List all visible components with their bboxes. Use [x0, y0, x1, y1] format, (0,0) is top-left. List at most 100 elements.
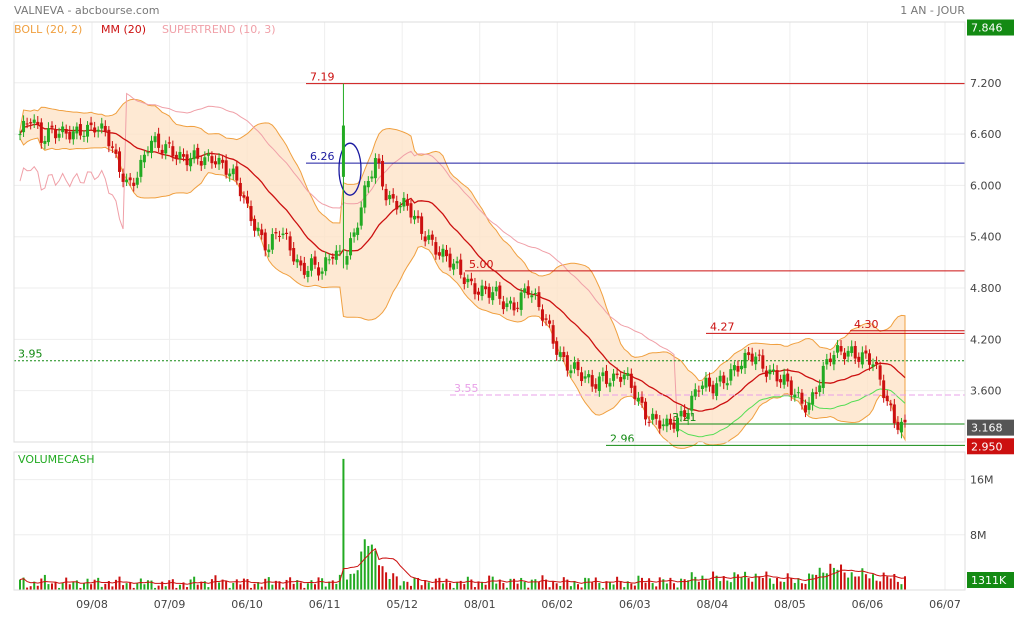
volume-bar — [445, 578, 448, 590]
volume-bar — [498, 579, 501, 590]
volume-bar — [406, 581, 409, 590]
candle-body — [345, 256, 349, 265]
volume-bar — [651, 583, 654, 590]
candle-body — [317, 267, 321, 276]
y-tick-label: 5.400 — [970, 231, 1002, 244]
volume-bar — [193, 576, 196, 590]
candle-body — [604, 370, 608, 384]
volume-bar — [864, 574, 867, 590]
period-label: 1 AN - JOUR — [900, 4, 965, 17]
candle-body — [39, 122, 43, 143]
candle-body — [50, 125, 54, 128]
volume-bar — [54, 581, 57, 590]
volume-bar — [345, 579, 348, 590]
candle-body — [167, 142, 171, 144]
candle-body — [445, 249, 449, 257]
volume-bar — [712, 571, 715, 590]
candle-body — [349, 238, 353, 256]
volume-bar — [896, 581, 899, 590]
candle-body — [533, 293, 537, 295]
volume-bar — [203, 581, 206, 590]
candle-body — [231, 168, 235, 175]
volume-bar — [97, 577, 100, 590]
candle-body — [413, 215, 417, 220]
candle-body — [540, 309, 544, 321]
candle-body — [899, 421, 903, 433]
volume-tag-label: 1311K — [971, 574, 1007, 587]
candle-body — [153, 136, 157, 143]
candle-body — [228, 173, 232, 177]
candle-body — [381, 160, 385, 187]
candle-body — [189, 158, 193, 167]
volume-bar — [296, 580, 299, 590]
candle-body — [668, 418, 672, 425]
volume-bar — [619, 581, 622, 590]
volume-bar — [722, 576, 725, 590]
x-tick-label: 06/03 — [619, 598, 651, 611]
candle-body — [64, 129, 68, 134]
candle-body — [281, 233, 285, 236]
candle-body — [203, 157, 207, 166]
volume-bar — [584, 577, 587, 590]
candle-body — [146, 152, 150, 154]
candle-body — [366, 181, 370, 188]
volume-bar — [182, 582, 185, 590]
volume-bar — [271, 584, 274, 590]
volume-bar — [505, 587, 508, 590]
candle-body — [174, 154, 178, 160]
candle-body — [771, 369, 775, 372]
candle-body — [700, 385, 704, 390]
volume-bar — [708, 580, 711, 590]
candle-body — [320, 271, 324, 274]
candle-body — [484, 286, 488, 290]
volume-bar — [882, 572, 885, 590]
volume-bar — [623, 587, 626, 590]
price-tag — [967, 438, 1014, 455]
volume-bar — [889, 578, 892, 590]
candle-body — [61, 126, 65, 133]
candle-body — [100, 123, 104, 129]
candle-body — [565, 355, 569, 371]
x-tick-label: 08/01 — [464, 598, 496, 611]
volume-bar — [800, 583, 803, 590]
volume-bar — [683, 579, 686, 590]
candle-body — [420, 216, 424, 234]
y-tick-label: 6.600 — [970, 128, 1002, 141]
candle-body — [594, 384, 598, 389]
candle-body — [562, 352, 566, 358]
volume-bar — [861, 568, 864, 590]
candle-body — [469, 278, 473, 282]
candle-body — [341, 125, 345, 177]
volume-bar — [704, 578, 707, 590]
volume-bar — [72, 581, 75, 590]
price-panel-frame — [13, 21, 966, 443]
volume-bar — [178, 584, 181, 590]
volume-bar — [47, 584, 50, 590]
candle-body — [277, 235, 281, 237]
volume-bar — [65, 577, 68, 590]
candle-body — [164, 144, 168, 154]
candle-body — [150, 140, 154, 153]
volume-bar — [438, 577, 441, 590]
x-tick-label: 09/08 — [76, 598, 108, 611]
candle-body — [359, 207, 363, 226]
candle-body — [729, 369, 733, 381]
candle-body — [29, 122, 33, 124]
candle-body — [398, 205, 402, 208]
volume-bar — [136, 583, 139, 590]
volume-bar — [328, 581, 331, 590]
legend-supertrend: SUPERTREND (10, 3) — [162, 23, 276, 36]
candle-body — [306, 270, 310, 277]
candle-body — [551, 325, 555, 344]
volume-bar — [786, 573, 789, 590]
candle-body — [576, 361, 580, 371]
volume-average-line — [19, 548, 906, 585]
candle-body — [736, 365, 740, 372]
volume-bar — [289, 577, 292, 590]
volume-bar — [196, 584, 199, 590]
volume-tag — [967, 572, 1014, 588]
candle-body — [299, 260, 303, 266]
volume-bar — [672, 583, 675, 590]
volume-bar — [484, 584, 487, 590]
volume-bar — [715, 575, 718, 590]
